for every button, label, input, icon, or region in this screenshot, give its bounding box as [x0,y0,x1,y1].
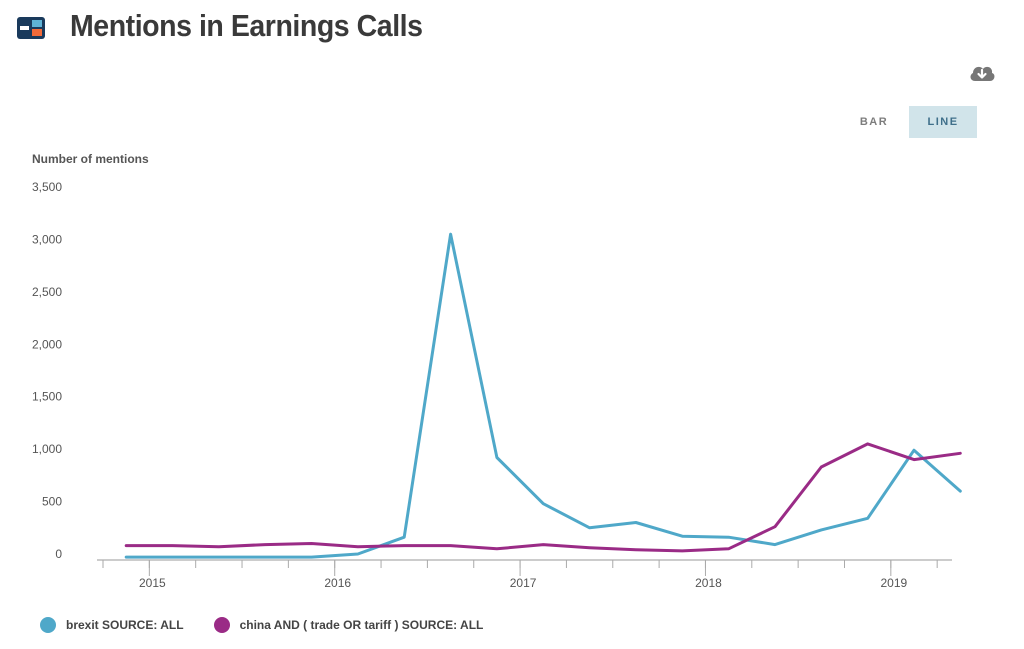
cloud-download-icon[interactable] [968,62,996,84]
y-tick-label: 0 [55,547,62,561]
legend-marker-icon [40,617,56,633]
bar-toggle-button[interactable]: BAR [859,116,889,128]
chart-legend: brexit SOURCE: ALL china AND ( trade OR … [40,617,513,633]
x-tick-label: 2019 [880,576,907,590]
y-tick-label: 2,000 [32,337,62,351]
page-title: Mentions in Earnings Calls [70,8,423,43]
x-tick-label: 2016 [324,576,351,590]
legend-label: china AND ( trade OR tariff ) SOURCE: AL… [239,618,484,632]
y-tick-label: 3,500 [32,180,62,194]
y-tick-label: 500 [42,495,62,509]
legend-label: brexit SOURCE: ALL [66,618,184,632]
y-tick-label: 1,500 [32,390,62,404]
brand-logo-icon[interactable] [17,17,45,39]
x-tick-label: 2018 [695,576,722,590]
legend-item-brexit[interactable]: brexit SOURCE: ALL [40,617,184,633]
x-tick-label: 2017 [510,576,537,590]
x-tick-label: 2015 [139,576,166,590]
legend-marker-icon [213,617,230,633]
legend-item-china[interactable]: china AND ( trade OR tariff ) SOURCE: AL… [213,617,484,633]
series-line-brexit [124,232,962,559]
line-chart: Number of mentions 3,500 3,000 2,500 2,000 1,… [32,152,962,590]
y-tick-label: 1,000 [32,442,62,456]
line-toggle-button[interactable]: LINE [909,106,977,138]
y-tick-label: 2,500 [32,285,62,299]
y-tick-label: 3,000 [32,232,62,246]
series-line-china [124,442,962,553]
y-axis-title: Number of mentions [32,152,149,166]
